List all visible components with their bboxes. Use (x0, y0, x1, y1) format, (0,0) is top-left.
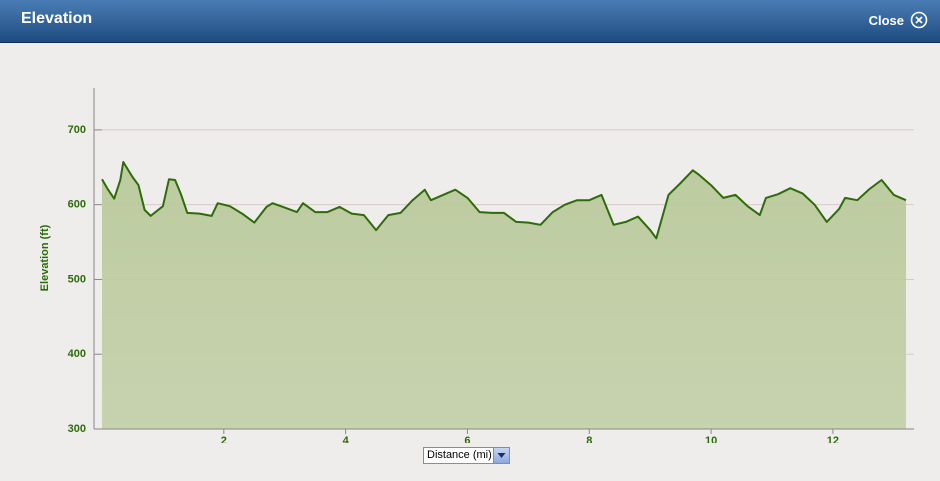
x-tick-label: 12 (827, 435, 839, 443)
close-button[interactable]: Close (869, 11, 928, 29)
x-tick-label: 10 (705, 435, 717, 443)
y-tick-label: 500 (68, 273, 86, 285)
dropdown-button[interactable] (493, 448, 509, 463)
header-bar: Elevation Close (0, 0, 940, 43)
x-tick-label: 2 (221, 435, 227, 443)
chart: Elevation (ft) 300 400 500 600 700 2 4 6 8 10 12 (39, 88, 914, 443)
window-title: Elevation (21, 10, 93, 27)
y-tick-label: 700 (68, 124, 86, 136)
y-tick-label: 300 (68, 423, 86, 435)
x-unit-dropdown[interactable]: Distance (mi) (423, 447, 510, 464)
dropdown-label: Distance (mi) (427, 449, 492, 461)
y-tick-label: 600 (68, 199, 86, 211)
dropdown-arrow (497, 453, 506, 458)
close-icon (910, 11, 928, 29)
x-tick-label: 6 (464, 435, 470, 443)
x-tick-label: 8 (586, 435, 592, 443)
x-tick-label: 4 (343, 435, 350, 443)
elevation-line (101, 161, 907, 240)
close-label: Close (868, 12, 904, 28)
y-axis-label: Elevation (ft) (39, 224, 51, 291)
y-tick-label: 400 (68, 348, 86, 360)
area-sheen (102, 162, 906, 429)
